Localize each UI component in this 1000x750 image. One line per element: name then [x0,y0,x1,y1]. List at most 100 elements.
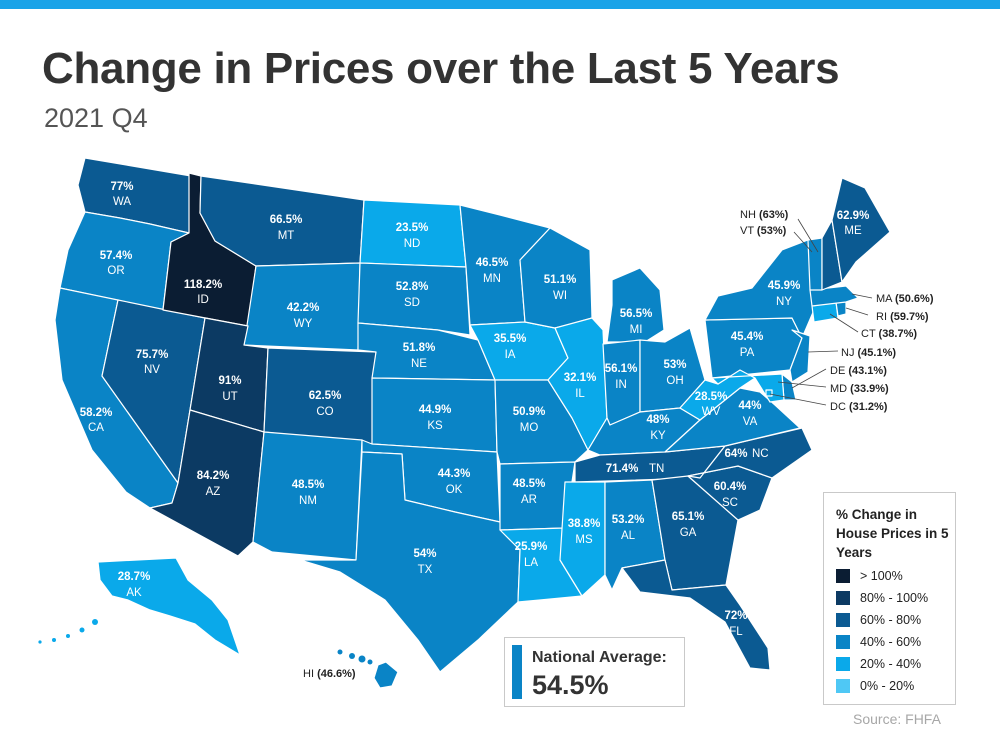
ext-DC-abbr: DC [830,401,846,413]
label-AK-abbr: AK [126,587,142,599]
national-average-accent [512,645,522,699]
label-CO-pct: 62.5% [309,390,342,402]
label-MI-pct: 56.5% [620,308,653,320]
top-accent-bar [0,0,1000,9]
label-KY-pct: 48% [646,414,669,426]
external-labels: NH (63%) VT (53%) MA (50.6%) RI (59.7%) … [303,209,934,680]
label-AZ-pct: 84.2% [197,470,230,482]
label-ME-abbr: ME [844,225,862,237]
ext-HI-abbr: HI [303,668,314,680]
label-OH-abbr: OH [666,375,683,387]
state-RI [835,301,847,317]
label-LA-abbr: LA [524,557,538,569]
label-UT-pct: 91% [218,375,241,387]
label-WA-pct: 77% [110,181,133,193]
label-NM-abbr: NM [299,495,317,507]
legend-label: 20% - 40% [860,657,922,671]
state-TX [299,451,521,673]
label-FL-abbr: FL [729,626,743,638]
label-MS-pct: 38.8% [568,518,601,530]
state-MS [559,481,606,597]
hawaii-island [337,649,343,655]
ext-VT-abbr: VT [740,225,754,237]
label-CO-abbr: CO [316,406,333,418]
state-FL [621,559,771,671]
leader-MD [777,381,827,388]
label-WI-abbr: WI [553,290,567,302]
legend-title: % Change in House Prices in 5 Years [836,507,949,560]
ext-HI: HI (46.6%) [303,668,356,680]
label-MO-abbr: MO [520,422,539,434]
aleutian-island [52,638,56,642]
label-MN-abbr: MN [483,273,501,285]
label-IN-abbr: IN [615,379,627,391]
label-ND-pct: 23.5% [396,222,429,234]
label-NC-abbr: NC [752,448,769,460]
legend-swatch [836,679,850,693]
state-DC [765,389,773,397]
label-ME-pct: 62.9% [837,210,870,222]
source-credit: Source: FHFA [853,711,941,727]
legend-swatch [836,635,850,649]
label-WY-pct: 42.2% [287,302,320,314]
ext-MD: MD (33.9%) [830,383,889,395]
label-AZ-abbr: AZ [206,486,221,498]
label-WV-pct: 28.5% [695,391,728,403]
leader-CT [829,313,859,333]
label-WY-abbr: WY [294,318,313,330]
hawaii-island [349,653,355,659]
label-OH-pct: 53% [663,359,686,371]
leader-DE [791,368,827,389]
legend-label: 80% - 100% [860,591,929,605]
ext-NH-abbr: NH [740,209,756,221]
label-NE-abbr: NE [411,358,427,370]
ext-NJ-pct: (45.1%) [858,347,897,359]
label-SD-pct: 52.8% [396,281,429,293]
aleutian-island [92,619,98,625]
label-MO-pct: 50.9% [513,406,546,418]
label-TN-abbr: TN [649,463,664,475]
legend-swatch [836,613,850,627]
label-OK-abbr: OK [446,484,463,496]
label-NY-abbr: NY [776,296,792,308]
national-average-box: National Average: 54.5% [504,637,685,707]
label-NV-pct: 75.7% [136,349,169,361]
state-ME [831,177,891,283]
state-SD [357,262,471,336]
label-SC-abbr: SC [722,497,738,509]
leader-MA [851,293,873,299]
legend-label: 0% - 20% [860,679,915,693]
label-VA-abbr: VA [743,416,758,428]
label-ND-abbr: ND [404,238,421,250]
ext-CT-pct: (38.7%) [879,328,918,340]
label-AL-abbr: AL [621,530,636,542]
ext-CT: CT (38.7%) [861,328,917,340]
ext-MA: MA (50.6%) [876,293,934,305]
page-title: Change in Prices over the Last 5 Years [42,44,840,93]
label-OR-pct: 57.4% [100,250,133,262]
label-ID-pct: 118.2% [184,279,222,291]
ext-DE: DE (43.1%) [830,365,887,377]
legend-swatch [836,591,850,605]
label-CA-pct: 58.2% [80,407,113,419]
label-TX-abbr: TX [418,564,433,576]
legend-label: 40% - 60% [860,635,922,649]
ext-RI-abbr: RI [876,311,887,323]
label-IL-abbr: IL [575,388,585,400]
ext-MA-pct: (50.6%) [895,293,934,305]
label-TN-pct: 71.4% [606,463,639,475]
label-NY-pct: 45.9% [768,280,801,292]
legend-label: 60% - 80% [860,613,922,627]
label-ID-abbr: ID [197,294,209,306]
page-subtitle: 2021 Q4 [44,103,148,133]
label-WA-abbr: WA [113,196,131,208]
label-IL-pct: 32.1% [564,372,597,384]
state-labels: 77% WA 57.4% OR 58.2% CA 75.7% NV 118.2%… [80,181,870,638]
label-PA-pct: 45.4% [731,331,764,343]
label-WV-abbr: WV [702,406,721,418]
state-MI [606,267,665,343]
label-MN-pct: 46.5% [476,257,509,269]
ext-HI-pct: (46.6%) [317,668,356,680]
leader-DC [769,393,827,406]
aleutian-island [79,627,85,633]
